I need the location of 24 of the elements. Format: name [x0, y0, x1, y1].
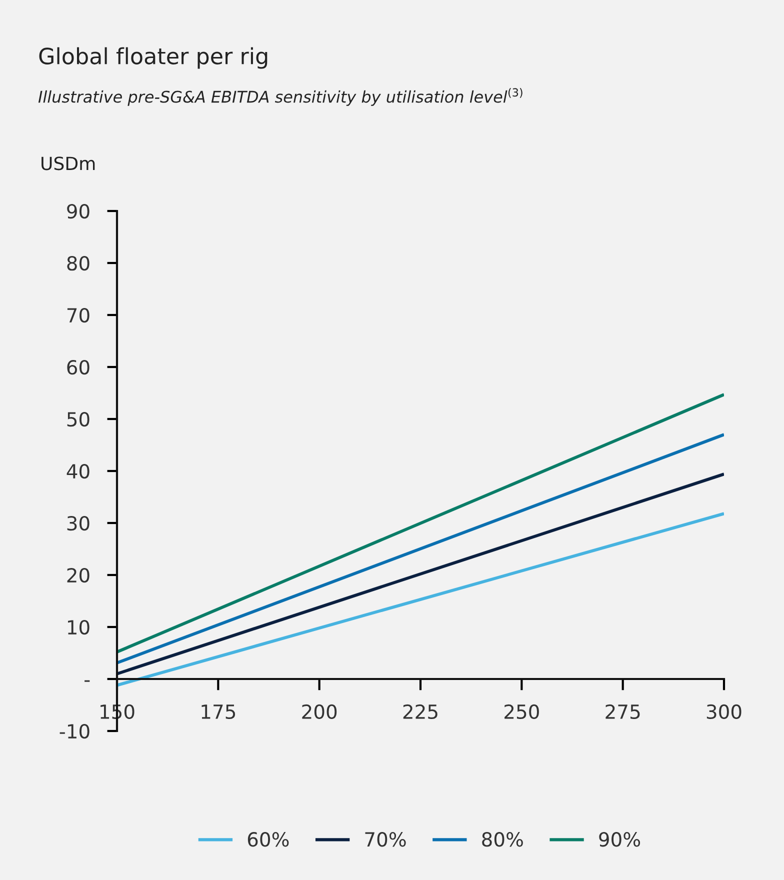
y-axis-title: USDm — [42, 156, 95, 170]
x-tick-label: 250 — [504, 704, 539, 720]
x-tick-label: 200 — [302, 704, 337, 720]
legend-label: 70% — [365, 832, 406, 847]
y-tick-label: 10 — [68, 620, 90, 635]
y-tick-label: - — [84, 680, 90, 682]
y-tick-label: 60 — [67, 360, 90, 375]
chart-title: Global floater per rig — [39, 47, 268, 69]
y-tick-label: 20 — [67, 568, 90, 583]
x-tick-label: 175 — [202, 704, 236, 720]
y-tick-label: 50 — [67, 412, 90, 427]
legend-label: 90% — [599, 832, 640, 847]
y-tick-label: 70 — [67, 308, 90, 323]
x-tick-label: 275 — [606, 704, 640, 720]
y-tick-label: 30 — [67, 516, 90, 531]
chart-subtitle: Illustrative pre-SG&A EBITDA sensitivity by utilisation level$^{(3)}$ — [38, 88, 522, 106]
x-tick-label: 225 — [403, 704, 438, 720]
y-tick-label: 90 — [67, 204, 90, 219]
legend-label: 60% — [248, 832, 289, 847]
legend-label: 80% — [482, 832, 523, 847]
y-tick-label: -10 — [60, 724, 90, 739]
x-tick-label: 300 — [706, 704, 742, 720]
y-tick-label: 40 — [66, 464, 90, 479]
y-tick-label: 80 — [67, 256, 90, 271]
